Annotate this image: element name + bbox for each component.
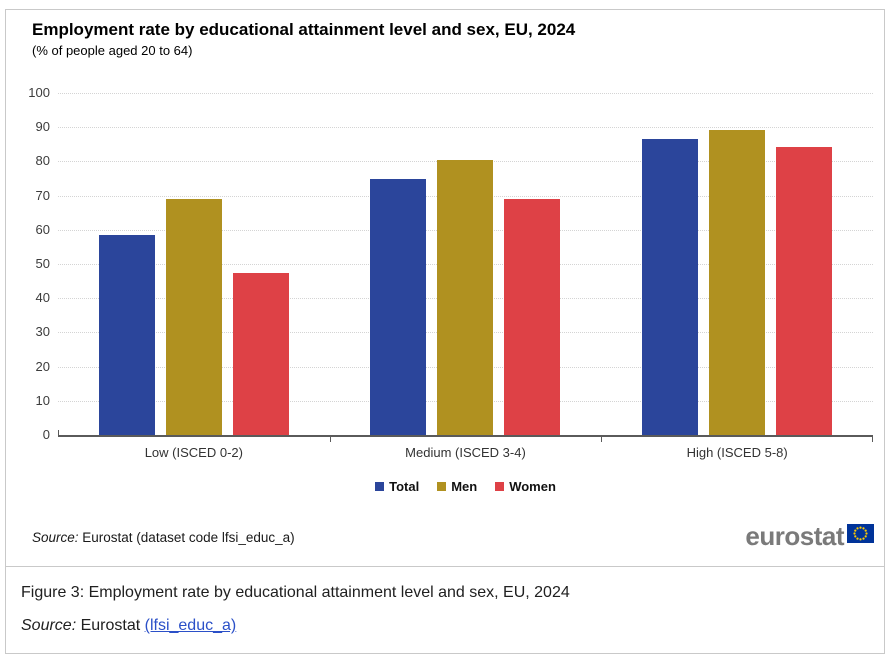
chart-legend: Total Men Women — [58, 479, 873, 494]
bar-total-2 — [370, 178, 427, 435]
bar-total-1 — [98, 234, 155, 435]
legend-swatch-men — [437, 482, 447, 491]
legend-label-women: Women — [509, 479, 556, 494]
bar-group-2 — [330, 93, 602, 435]
plot-area: 0 10 20 30 40 50 60 70 80 90 100 Low (ISCED 0-2) Med… — [28, 85, 873, 460]
legend-item-women: Women — [495, 479, 556, 494]
x-axis-tick-1 — [329, 437, 331, 442]
caption-section: Figure 3: Employment rate by educational… — [6, 566, 884, 653]
bar-group-3 — [601, 93, 873, 435]
eurostat-logo: eurostat — [745, 523, 874, 549]
x-axis-label-2: Medium (ISCED 3-4) — [405, 445, 526, 460]
x-axis-origin-tick — [58, 430, 59, 435]
eu-flag-icon — [847, 524, 874, 548]
chart-source-note: Source: Eurostat (dataset code lfsi_educ… — [32, 530, 295, 545]
caption-source-label: Source: — [21, 617, 77, 635]
legend-label-men: Men — [451, 479, 478, 494]
x-axis-end-tick — [872, 437, 873, 442]
chart-card: Employment rate by educational attainmen… — [6, 10, 884, 566]
legend-swatch-women — [495, 482, 505, 491]
y-tick-label-10: 10 — [35, 392, 50, 408]
source-text: Eurostat (dataset code lfsi_educ_a) — [78, 530, 295, 545]
bar-men-1 — [165, 199, 222, 435]
legend-label-total: Total — [389, 479, 420, 494]
legend-swatch-total — [375, 482, 385, 491]
bar-men-3 — [709, 130, 766, 435]
y-tick-label-60: 60 — [35, 221, 50, 237]
figure-caption: Figure 3: Employment rate by educational… — [21, 584, 570, 601]
source-label: Source: — [32, 530, 79, 545]
x-axis-label-3: High (ISCED 5-8) — [686, 445, 788, 460]
y-tick-label-0: 0 — [42, 427, 50, 442]
caption-source-prefix: Eurostat — [76, 617, 145, 635]
dataset-link[interactable]: (lfsi_educ_a) — [144, 617, 237, 635]
bar-men-2 — [437, 160, 494, 435]
y-tick-label-80: 80 — [35, 153, 50, 169]
chart-title: Employment rate by educational attainmen… — [32, 20, 576, 39]
figure-container: Employment rate by educational attainmen… — [5, 9, 885, 654]
y-tick-label-30: 30 — [35, 324, 50, 340]
y-tick-label-50: 50 — [35, 256, 50, 271]
chart-subtitle: (% of people aged 20 to 64) — [32, 43, 193, 58]
y-tick-label-40: 40 — [35, 290, 50, 306]
bar-women-1 — [232, 273, 289, 435]
y-tick-label-70: 70 — [35, 187, 50, 203]
bar-women-3 — [776, 147, 833, 435]
bar-total-3 — [642, 139, 699, 435]
legend-item-total: Total — [375, 479, 419, 494]
x-axis-label-1: Low (ISCED 0-2) — [144, 445, 243, 460]
x-axis-tick-2 — [601, 437, 603, 442]
legend-item-men: Men — [437, 479, 477, 494]
y-tick-label-90: 90 — [35, 119, 50, 135]
bar-group-1 — [58, 93, 330, 435]
gridline-90 — [58, 127, 873, 129]
gridline-100 — [58, 93, 873, 94]
bar-women-2 — [504, 199, 561, 435]
chart-body: 0 10 20 30 40 50 60 70 80 90 100 Low (ISCED 0-2) Med… — [28, 85, 873, 494]
y-tick-label-20: 20 — [35, 358, 50, 374]
eurostat-logo-text: eurostat — [745, 521, 844, 551]
caption-source-line: Source: Eurostat (lfsi_educ_a) — [21, 614, 869, 637]
y-tick-label-100: 100 — [28, 85, 50, 100]
